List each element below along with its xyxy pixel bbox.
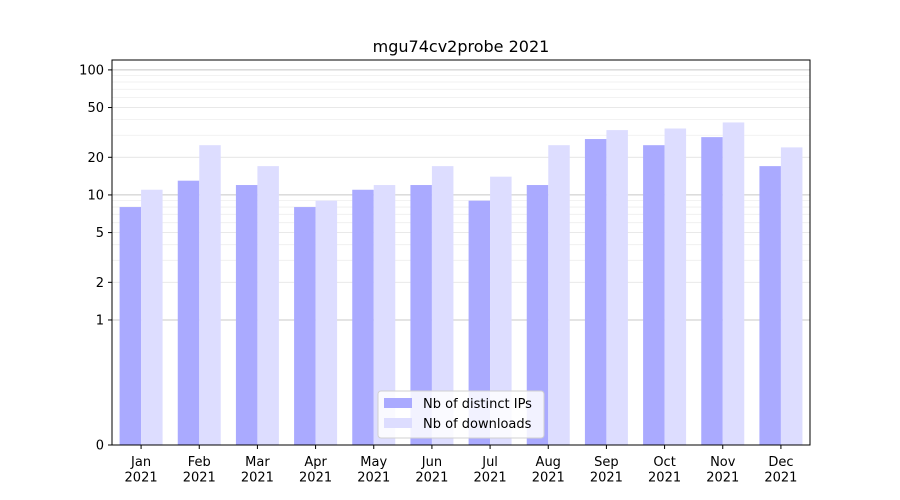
- bar-distinct-ips: [177, 180, 200, 445]
- bar-downloads: [664, 128, 687, 445]
- y-tick-label: 20: [87, 151, 104, 166]
- bar-downloads: [199, 145, 221, 445]
- x-tick-label: Jul 2021: [474, 455, 507, 486]
- bar-downloads: [257, 166, 279, 445]
- bar-distinct-ips: [119, 207, 142, 445]
- x-tick-label: Oct 2021: [648, 455, 681, 486]
- legend-label: Nb of distinct IPs: [423, 397, 532, 412]
- bar-distinct-ips: [526, 185, 549, 445]
- axes-layer: 0 1 2 5 10 20 50 100 Jan 2021 Feb 2021 Mar 2021 Apr 202…: [79, 59, 811, 486]
- x-tick-label: Sep 2021: [590, 455, 623, 486]
- x-tick-label: Jun 2021: [415, 455, 448, 486]
- legend-label: Nb of downloads: [423, 417, 532, 432]
- x-tick-label: Jan 2021: [125, 455, 158, 486]
- y-tick-label: 5: [96, 226, 104, 241]
- y-tick-label: 0: [96, 439, 104, 454]
- bar-distinct-ips: [410, 185, 432, 445]
- legend-box: [377, 390, 545, 439]
- legend-swatch: [384, 398, 412, 408]
- bar-downloads: [141, 189, 163, 445]
- y-tick-label: 50: [87, 101, 104, 116]
- y-tick-label: 1: [96, 313, 104, 328]
- chart-title: mgu74cv2probe 2021: [373, 37, 550, 56]
- x-tick-label: Nov 2021: [706, 455, 739, 486]
- x-tick-label: Mar 2021: [241, 455, 274, 486]
- bar-distinct-ips: [701, 137, 723, 445]
- x-tick-label: Dec 2021: [764, 455, 797, 486]
- bar-distinct-ips: [294, 207, 316, 445]
- legend-swatch: [384, 418, 412, 428]
- x-tick-label: May 2021: [357, 455, 390, 486]
- bar-downloads: [548, 145, 570, 445]
- bar-downloads: [606, 130, 628, 445]
- bars-layer: [119, 122, 803, 446]
- x-tick-label: Apr 2021: [299, 455, 332, 486]
- bar-downloads: [315, 200, 338, 445]
- bar-downloads: [490, 176, 512, 445]
- bar-downloads: [373, 185, 396, 445]
- bar-distinct-ips: [759, 166, 781, 445]
- x-tick-label: Feb 2021: [183, 455, 216, 486]
- bar-downloads: [431, 166, 454, 445]
- y-tick-label: 10: [87, 188, 104, 203]
- bar-downloads: [722, 122, 745, 445]
- bar-distinct-ips: [643, 145, 665, 445]
- legend: Nb of distinct IPs Nb of downloads: [377, 390, 545, 439]
- x-tick-label: Aug 2021: [532, 455, 565, 486]
- bar-distinct-ips: [235, 185, 258, 445]
- bar-distinct-ips: [352, 189, 374, 445]
- bar-distinct-ips: [468, 200, 491, 445]
- bar-downloads: [780, 147, 803, 446]
- bar-distinct-ips: [584, 139, 607, 445]
- plot-frame: [111, 59, 811, 446]
- y-tick-label: 100: [79, 63, 104, 78]
- y-tick-label: 2: [96, 276, 104, 291]
